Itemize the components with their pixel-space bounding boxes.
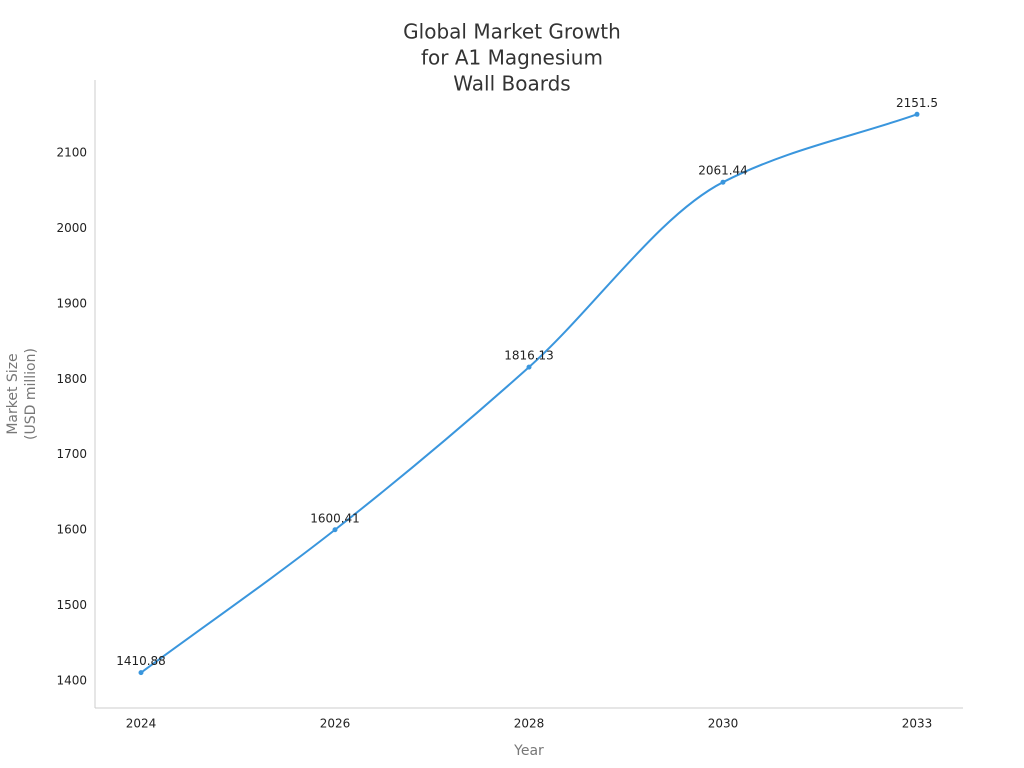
data-label: 1816.13 bbox=[504, 349, 554, 363]
point bbox=[914, 111, 920, 117]
data-label: 2151.5 bbox=[896, 96, 938, 110]
point bbox=[138, 670, 144, 676]
line bbox=[140, 113, 918, 674]
y-tick-label: 1600 bbox=[56, 523, 87, 537]
chart-title: for A1 Magnesium bbox=[421, 46, 603, 70]
data-label: 2061.44 bbox=[698, 164, 748, 178]
point bbox=[332, 527, 338, 533]
y-tick-label: 1800 bbox=[56, 372, 87, 386]
y-tick-label: 1700 bbox=[56, 447, 87, 461]
x-tick-label: 2024 bbox=[126, 717, 157, 731]
y-tick-label: 1500 bbox=[56, 598, 87, 612]
x-tick-label: 2026 bbox=[320, 717, 351, 731]
y-axis-label: Market Size bbox=[5, 353, 21, 434]
y-tick-label: 2000 bbox=[56, 221, 87, 235]
point bbox=[526, 364, 532, 370]
chart-title: Global Market Growth bbox=[403, 20, 621, 44]
y-tick-label: 2100 bbox=[56, 146, 87, 160]
x-tick-label: 2033 bbox=[902, 717, 933, 731]
y-axis-label: (USD million) bbox=[23, 348, 39, 440]
chart-title: Wall Boards bbox=[453, 72, 570, 96]
point bbox=[720, 179, 726, 185]
y-tick-label: 1900 bbox=[56, 296, 87, 310]
x-axis-label: Year bbox=[513, 743, 544, 759]
data-label: 1600.41 bbox=[310, 511, 360, 525]
x-tick-label: 2028 bbox=[514, 717, 545, 731]
x-tick-label: 2030 bbox=[708, 717, 739, 731]
data-label: 1410.88 bbox=[116, 654, 166, 668]
y-tick-label: 1400 bbox=[56, 673, 87, 687]
